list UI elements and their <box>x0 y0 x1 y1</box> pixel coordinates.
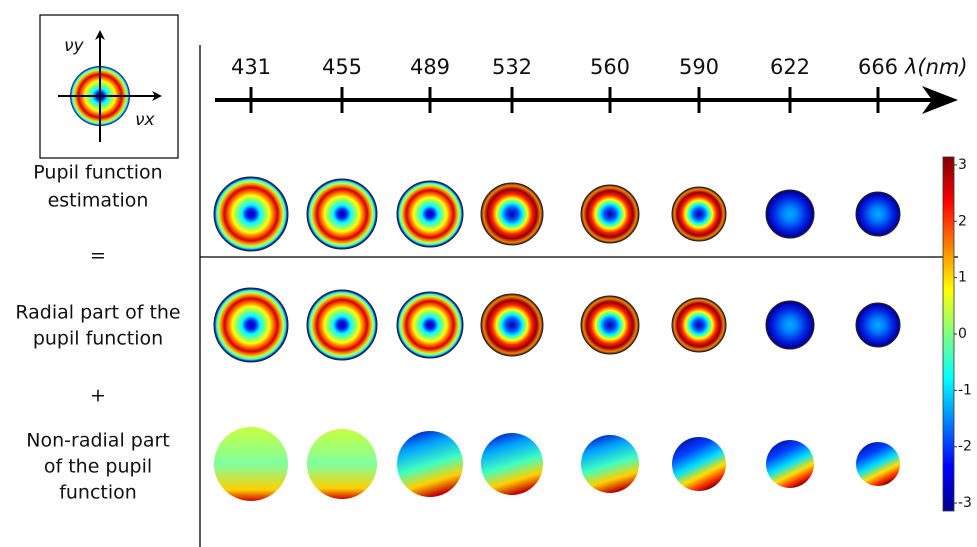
colorbar-tick-label: -1 <box>958 382 972 398</box>
colorbar <box>942 156 955 512</box>
wavelength-label: 455 <box>322 55 362 79</box>
wavelength-label: 532 <box>492 55 532 79</box>
wavelength-label: 590 <box>679 55 719 79</box>
row-label: Radial part of the <box>15 302 180 324</box>
pupil-nonradial <box>481 433 543 495</box>
pupil-radial <box>480 293 544 357</box>
row-label: function <box>59 482 137 504</box>
wavelength-label: 666 <box>858 55 898 79</box>
wavelength-label: 489 <box>410 55 450 79</box>
colorbar-tick-label: 2 <box>958 213 967 229</box>
pupil-nonradial <box>672 437 726 491</box>
pupil-estimation <box>213 176 289 252</box>
axis-arrow <box>922 86 958 114</box>
pupil-radial <box>671 297 727 353</box>
pupil-radial <box>213 287 289 363</box>
pupil-radial <box>396 291 464 359</box>
wavelength-label: 560 <box>590 55 630 79</box>
wavelength-label: 431 <box>231 55 271 79</box>
pupil-radial <box>765 300 815 350</box>
pupil-estimation <box>855 191 901 237</box>
pupil-nonradial <box>214 427 288 501</box>
inset-x-label: νx <box>135 110 155 130</box>
pupil-nonradial <box>307 429 377 499</box>
row-label: pupil function <box>33 328 163 350</box>
operator: = <box>90 245 106 267</box>
row-label: of the pupil <box>44 456 152 478</box>
pupil-radial <box>306 289 378 361</box>
pupil-nonradial <box>766 440 814 488</box>
colorbar-tick-label: -3 <box>958 495 972 511</box>
pupil-estimation <box>480 182 544 246</box>
operator: + <box>90 385 106 407</box>
pupil-nonradial <box>856 442 900 486</box>
pupil-nonradial <box>581 435 639 493</box>
pupil-estimation <box>580 184 640 244</box>
pupil-radial <box>580 295 640 355</box>
pupil-radial <box>855 302 901 348</box>
wavelength-label: 622 <box>770 55 810 79</box>
pupil-nonradial <box>397 431 463 497</box>
row-label: Pupil function <box>33 162 162 184</box>
inset-y-label: νy <box>64 36 84 56</box>
row-label: Non-radial part <box>26 430 169 452</box>
colorbar-tick-label: 3 <box>958 157 967 173</box>
row-label: estimation <box>48 190 149 212</box>
colorbar-tick-label: 0 <box>958 326 967 342</box>
pupil-estimation <box>765 189 815 239</box>
pupil-estimation <box>306 178 378 250</box>
axis-label: λ(nm) <box>904 55 968 79</box>
pupil-estimation <box>396 180 464 248</box>
colorbar-tick-label: 1 <box>958 270 967 286</box>
colorbar-tick-label: -2 <box>958 439 972 455</box>
pupil-estimation <box>671 186 727 242</box>
